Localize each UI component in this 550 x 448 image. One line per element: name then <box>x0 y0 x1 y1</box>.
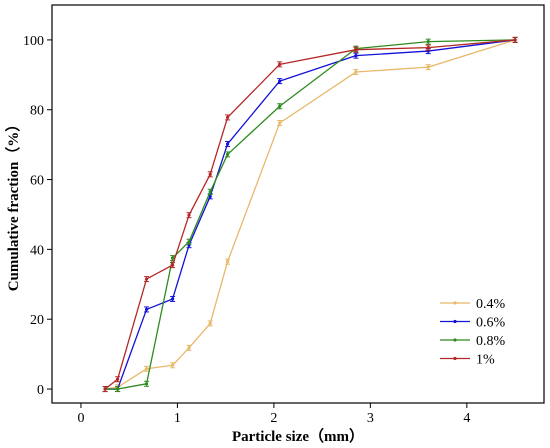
y-axis-ticks: 0 20 40 60 80 100 <box>23 34 52 398</box>
data-point <box>170 295 176 302</box>
legend-item: 0.6% <box>440 316 506 331</box>
data-point <box>277 103 283 110</box>
data-marker <box>354 48 358 52</box>
data-point <box>425 44 431 51</box>
y-tick-label: 40 <box>30 243 44 258</box>
data-point <box>115 386 121 393</box>
data-point <box>207 188 213 195</box>
data-marker <box>426 40 430 44</box>
data-marker <box>225 142 230 146</box>
legend-marker <box>453 301 457 305</box>
data-point <box>353 46 359 53</box>
data-point <box>225 258 231 265</box>
data-marker <box>187 213 191 217</box>
data-marker <box>208 194 212 198</box>
data-point <box>512 36 518 43</box>
data-marker <box>354 54 358 58</box>
data-point <box>144 276 150 283</box>
data-marker <box>144 367 149 371</box>
data-marker <box>208 321 212 325</box>
legend-marker <box>453 338 457 342</box>
data-point <box>186 212 192 219</box>
y-tick-label: 60 <box>30 174 44 189</box>
data-point <box>277 120 283 127</box>
legend-label: 0.4% <box>476 297 506 312</box>
data-marker <box>144 382 149 386</box>
x-tick-label: 4 <box>463 411 470 426</box>
legend-item: 0.4% <box>440 297 506 312</box>
data-marker <box>278 79 282 83</box>
y-tick-label: 80 <box>30 104 44 119</box>
data-marker <box>187 346 191 350</box>
x-tick-label: 0 <box>77 411 84 426</box>
data-point <box>353 69 359 76</box>
legend-label: 1% <box>476 353 495 368</box>
data-marker <box>278 104 282 108</box>
data-point <box>186 238 192 245</box>
series-4 <box>102 36 518 393</box>
x-axis-title: Particle size（mm） <box>232 427 364 445</box>
data-marker <box>170 363 175 367</box>
legend: 0.4% 0.6% 0.8% 1% <box>440 297 506 368</box>
data-marker <box>208 190 212 194</box>
legend-label: 0.6% <box>476 316 506 331</box>
data-marker <box>103 387 107 391</box>
data-point <box>144 306 150 313</box>
data-point <box>207 171 213 178</box>
data-marker <box>208 172 212 176</box>
data-marker <box>225 260 230 264</box>
data-marker <box>170 263 175 267</box>
data-point <box>115 376 121 383</box>
data-marker <box>426 45 430 50</box>
plot-frame <box>51 4 545 404</box>
data-point <box>425 64 431 71</box>
data-point <box>207 320 213 327</box>
data-marker <box>513 38 517 42</box>
data-marker <box>144 307 149 312</box>
data-point <box>277 61 283 68</box>
data-point <box>170 262 176 269</box>
data-marker <box>170 297 175 301</box>
data-point <box>144 380 150 387</box>
x-axis-ticks: 0 1 2 3 4 <box>77 403 470 426</box>
series-layer <box>102 36 518 393</box>
data-marker <box>278 121 282 125</box>
data-marker <box>225 115 230 120</box>
y-tick-label: 100 <box>23 34 44 49</box>
data-point <box>102 386 108 393</box>
data-marker <box>187 240 191 244</box>
data-point <box>425 38 431 45</box>
y-tick-label: 20 <box>30 313 44 328</box>
data-marker <box>354 70 358 74</box>
data-marker <box>144 277 149 281</box>
data-marker <box>426 65 430 69</box>
data-point <box>277 78 283 85</box>
data-point <box>225 151 231 158</box>
data-point <box>144 365 150 372</box>
data-point <box>225 140 231 147</box>
y-tick-label: 0 <box>37 383 44 398</box>
data-point <box>225 114 231 121</box>
legend-label: 0.8% <box>476 334 506 349</box>
legend-marker <box>453 356 457 361</box>
legend-item: 0.8% <box>440 334 506 349</box>
data-marker <box>116 377 120 381</box>
data-point <box>186 344 192 351</box>
data-point <box>353 52 359 59</box>
x-tick-label: 2 <box>270 411 277 426</box>
data-marker <box>170 256 175 260</box>
plot-border <box>51 4 545 404</box>
legend-marker <box>453 319 457 324</box>
data-marker <box>278 62 282 66</box>
y-axis-title: Cumulative fraction（%） <box>4 117 22 292</box>
data-point <box>170 362 176 369</box>
data-marker <box>116 387 120 391</box>
data-marker <box>225 152 230 157</box>
x-tick-label: 3 <box>367 411 374 426</box>
x-tick-label: 1 <box>174 411 181 426</box>
legend-item: 1% <box>440 353 495 368</box>
